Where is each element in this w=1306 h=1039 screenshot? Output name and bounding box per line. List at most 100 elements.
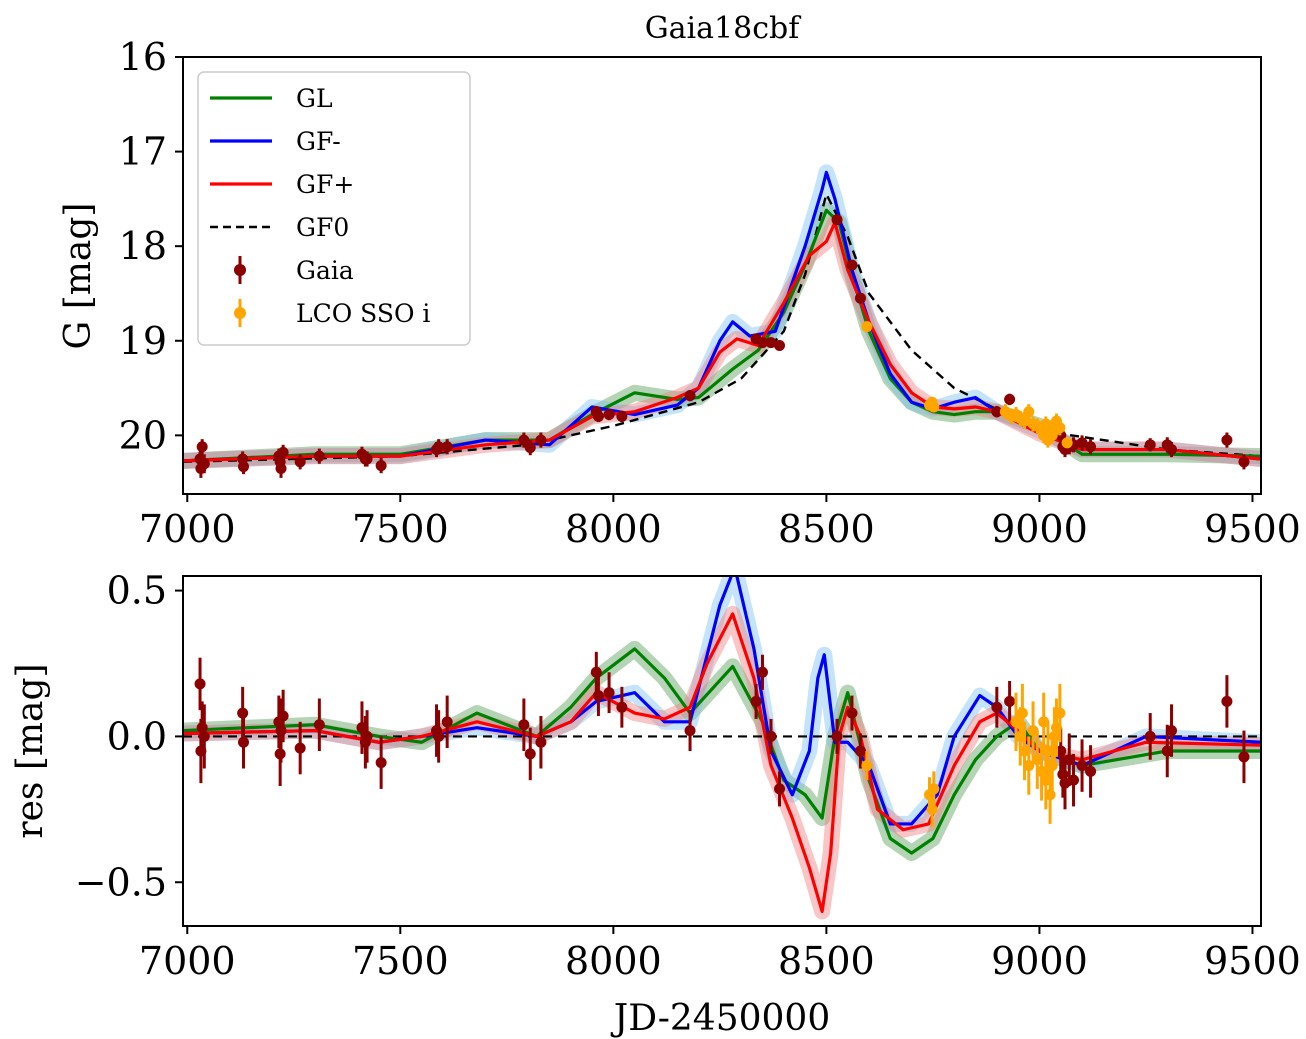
- top-point-gaia: [375, 460, 387, 472]
- top-point-gaia: [1076, 437, 1088, 449]
- legend-label-gf0: GF0: [296, 213, 349, 242]
- bottom-x-tick-label: 9500: [1204, 939, 1301, 983]
- bottom-x-tick-label: 8500: [778, 939, 875, 983]
- bottom-point-gaia: [441, 716, 453, 728]
- top-point-gaia: [238, 461, 250, 473]
- top-point-gaia: [1004, 393, 1016, 405]
- bottom-point-lco-sso-i: [1038, 716, 1050, 728]
- bottom-point-gaia: [1144, 730, 1156, 742]
- bottom-x-tick-label: 8000: [565, 939, 662, 983]
- top-point-gaia: [684, 390, 696, 402]
- top-point-gaia: [196, 441, 208, 453]
- top-point-gaia: [854, 292, 866, 304]
- top-point-lco-sso-i: [1061, 437, 1073, 449]
- bottom-point-gaia: [684, 725, 696, 737]
- top-frame: [182, 56, 1262, 495]
- top-point-gaia: [524, 442, 536, 454]
- legend-label-gl: GL: [296, 84, 333, 113]
- top-chart-title: Gaia18cbf: [645, 11, 802, 46]
- top-x-tick-label: 7500: [352, 507, 449, 551]
- bottom-y-axis-label: res [mag]: [10, 663, 51, 838]
- top-x-tick-label: 8000: [565, 507, 662, 551]
- bottom-point-gaia: [277, 710, 289, 722]
- bottom-point-lco-sso-i: [1054, 707, 1066, 719]
- bottom-point-gaia: [592, 690, 604, 702]
- top-point-gaia: [1166, 444, 1178, 456]
- bottom-point-lco-sso-i: [1042, 745, 1054, 757]
- bottom-point-gaia: [1076, 760, 1088, 772]
- bottom-x-axis-label: JD-2450000: [610, 998, 830, 1039]
- top-point-gaia: [774, 339, 786, 351]
- legend-label-lco-sso-i: LCO SSO i: [296, 299, 430, 328]
- bottom-point-gaia: [294, 742, 306, 754]
- bottom-point-gaia: [756, 666, 768, 678]
- top-point-lco-sso-i: [1054, 422, 1066, 434]
- top-point-gaia: [518, 434, 530, 446]
- bottom-point-lco-sso-i: [1023, 760, 1035, 772]
- bottom-point-lco-sso-i: [926, 803, 938, 815]
- top-point-gaia: [441, 441, 453, 453]
- bottom-point-gaia: [535, 736, 547, 748]
- bottom-point-gaia: [1085, 765, 1097, 777]
- bottom-x-tick-label: 7000: [139, 939, 236, 983]
- top-x-tick-label: 9000: [991, 507, 1088, 551]
- top-point-gaia: [1238, 456, 1250, 468]
- legend-label-gf-: GF-: [296, 127, 341, 156]
- bottom-point-gaia: [991, 701, 1003, 713]
- bottom-point-gaia: [854, 745, 866, 757]
- bottom-y-tick-label: 0.0: [107, 714, 167, 758]
- bottom-point-gaia: [238, 736, 250, 748]
- bottom-point-gaia: [1238, 751, 1250, 763]
- bottom-point-lco-sso-i: [928, 783, 940, 795]
- top-point-gaia: [1144, 439, 1156, 451]
- top-x-tick-label: 7000: [139, 507, 236, 551]
- top-point-gaia: [991, 406, 1003, 418]
- bottom-x-tick-label: 9000: [991, 939, 1088, 983]
- top-point-lco-sso-i: [1023, 406, 1035, 418]
- legend-label-gf-: GF+: [296, 170, 354, 199]
- bottom-y-tick-label: −0.5: [75, 860, 167, 904]
- bottom-point-gaia: [750, 695, 762, 707]
- top-point-gaia: [592, 410, 604, 422]
- bottom-point-gaia: [1221, 695, 1233, 707]
- bottom-point-gaia: [1068, 774, 1080, 786]
- top-point-lco-sso-i: [861, 321, 873, 333]
- bottom-point-gaia: [1059, 777, 1071, 789]
- bottom-point-lco-sso-i: [1019, 745, 1031, 757]
- bottom-point-lco-sso-i: [1027, 725, 1039, 737]
- bottom-point-gaia: [433, 730, 445, 742]
- top-point-gaia: [361, 453, 373, 465]
- top-point-gaia: [756, 337, 768, 349]
- bottom-point-lco-sso-i: [861, 760, 873, 772]
- legend-marker-dot-gaia: [234, 264, 246, 276]
- bottom-point-gaia: [275, 725, 287, 737]
- bottom-point-lco-sso-i: [1010, 716, 1022, 728]
- bottom-point-gaia: [590, 666, 602, 678]
- bottom-point-gaia: [313, 719, 325, 731]
- top-point-gaia: [433, 441, 445, 453]
- top-series-gf: [183, 170, 1261, 463]
- top-point-gaia: [616, 410, 628, 422]
- bottom-point-lco-sso-i: [1046, 760, 1058, 772]
- top-point-gaia: [294, 456, 306, 468]
- bottom-point-gaia: [1004, 695, 1016, 707]
- top-point-gaia: [313, 450, 325, 462]
- bottom-point-lco-sso-i: [1036, 765, 1048, 777]
- top-panel: 7000 7500 8000 8500 9000 9500 16 17 18 19 20: [119, 35, 1301, 551]
- top-plot-area: [183, 164, 1261, 478]
- bottom-x-tick-label: 7500: [352, 939, 449, 983]
- top-y-tick-label: 18: [119, 224, 167, 268]
- top-point-gaia: [275, 462, 287, 474]
- bottom-point-gaia: [518, 719, 530, 731]
- bottom-point-gaia: [831, 730, 843, 742]
- bottom-point-gaia: [524, 748, 536, 760]
- top-point-gaia: [535, 434, 547, 446]
- bottom-point-gaia: [361, 730, 373, 742]
- bottom-point-gaia: [1161, 745, 1173, 757]
- legend-label-gaia: Gaia: [296, 256, 354, 285]
- top-y-axis-label: G [mag]: [58, 203, 99, 350]
- bottom-point-gaia: [774, 783, 786, 795]
- legend-marker-dot-lco-sso-i: [234, 307, 246, 319]
- bottom-plot-area: [183, 576, 1261, 920]
